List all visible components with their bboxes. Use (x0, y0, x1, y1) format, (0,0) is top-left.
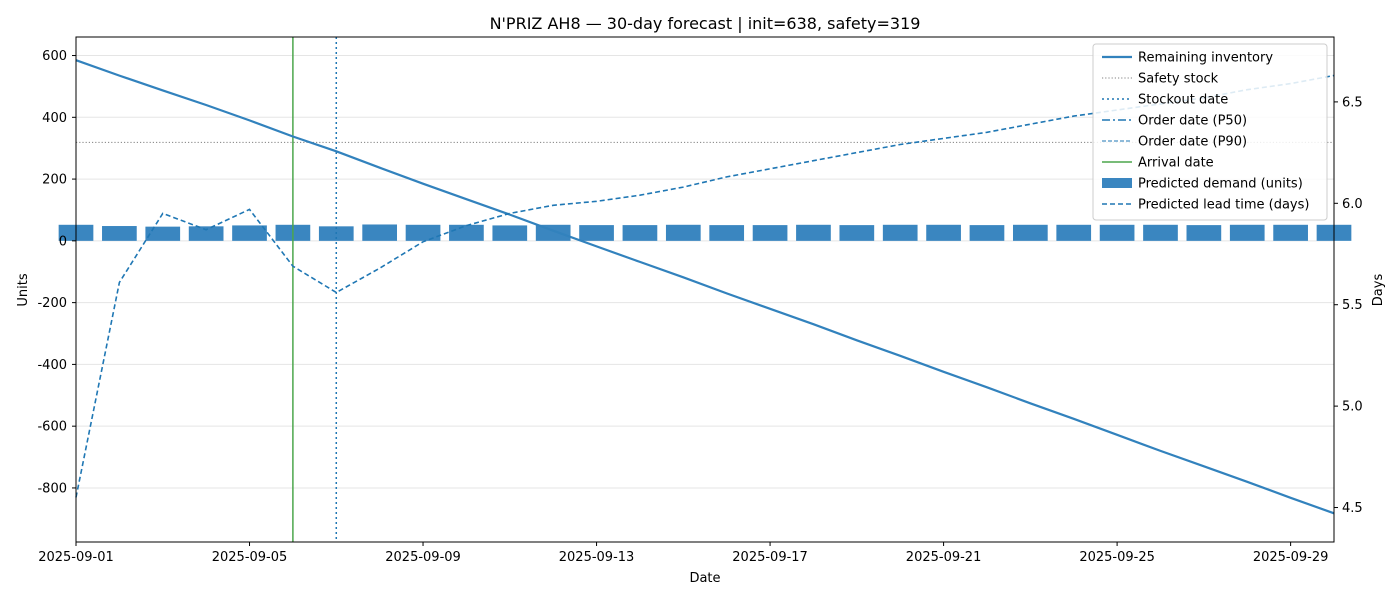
chart-title: N'PRIZ AH8 — 30-day forecast | init=638,… (490, 14, 921, 33)
demand-bar (1273, 224, 1308, 241)
legend-entry: Remaining inventory (1138, 51, 1273, 66)
demand-bar (535, 224, 571, 241)
demand-bar (492, 225, 528, 241)
demand-bar (622, 225, 658, 241)
y2-tick-label: 4.5 (1342, 501, 1363, 516)
demand-bar (969, 225, 1005, 241)
demand-bar (362, 224, 398, 241)
demand-bar (752, 225, 788, 241)
x-tick-label: 2025-09-09 (385, 550, 461, 565)
x-tick-label: 2025-09-17 (732, 550, 808, 565)
demand-bar (405, 224, 441, 241)
y-tick-label: 0 (59, 234, 67, 249)
demand-bar (665, 224, 701, 241)
demand-bar (1186, 225, 1222, 241)
demand-bar (1012, 224, 1048, 241)
y2-axis-label: Days (1371, 274, 1386, 307)
demand-bar (709, 225, 745, 241)
plot-frame (75, 36, 1335, 543)
x-axis-ticks: 2025-09-01 2025-09-05 2025-09-09 2025-09-13… (38, 542, 1328, 565)
demand-bar (232, 225, 267, 241)
y-tick-label: 200 (42, 173, 67, 188)
legend-box (1092, 43, 1328, 221)
legend-swatch (1102, 178, 1132, 188)
x-axis-label: Date (689, 571, 720, 586)
x-tick-label: 2025-09-05 (212, 550, 288, 565)
demand-bar (579, 225, 614, 241)
y2-tick-label: 5.0 (1342, 400, 1363, 415)
legend-entry: Stockout date (1138, 93, 1228, 108)
legend-entry: Predicted demand (units) (1138, 177, 1303, 192)
y2-axis-ticks: 4.5 5.0 5.5 6.0 6.5 (1334, 95, 1363, 516)
demand-bar (796, 224, 831, 241)
demand-bar (102, 226, 137, 241)
y-tick-label: -600 (37, 420, 67, 435)
demand-bar (1229, 224, 1265, 241)
y-tick-label: -800 (37, 481, 67, 496)
y-tick-label: 600 (42, 49, 67, 64)
y-tick-label: 400 (42, 111, 67, 126)
demand-bars (58, 224, 1352, 241)
y-axis-label: Units (16, 273, 31, 306)
legend-entry: Order date (P90) (1138, 135, 1247, 150)
demand-bar (839, 225, 875, 241)
y-axis-ticks: -800 -600 -400 -200 0 200 400 600 (37, 49, 76, 496)
y-tick-label: -200 (37, 296, 67, 311)
demand-bar (882, 224, 918, 241)
y2-tick-label: 5.5 (1342, 298, 1363, 313)
y2-tick-label: 6.0 (1342, 197, 1363, 212)
y-tick-label: -400 (37, 358, 67, 373)
legend: Remaining inventory Safety stock Stockout … (1092, 43, 1328, 221)
demand-bar (1056, 224, 1092, 241)
legend-entry: Safety stock (1138, 72, 1219, 87)
legend-entry: Arrival date (1138, 156, 1214, 171)
x-tick-label: 2025-09-13 (559, 550, 635, 565)
x-tick-label: 2025-09-01 (38, 550, 114, 565)
x-tick-label: 2025-09-21 (906, 550, 982, 565)
demand-bar (145, 226, 181, 241)
demand-bar (926, 224, 961, 241)
demand-bar (188, 226, 224, 241)
demand-bar (1143, 224, 1178, 241)
legend-entry: Order date (P50) (1138, 114, 1247, 129)
x-tick-label: 2025-09-25 (1079, 550, 1155, 565)
y2-tick-label: 6.5 (1342, 95, 1363, 110)
inventory-line (75, 59, 1335, 515)
demand-bar (1099, 224, 1135, 241)
legend-entry: Predicted lead time (days) (1138, 198, 1309, 213)
demand-bar (449, 224, 484, 241)
x-tick-label: 2025-09-29 (1253, 550, 1329, 565)
